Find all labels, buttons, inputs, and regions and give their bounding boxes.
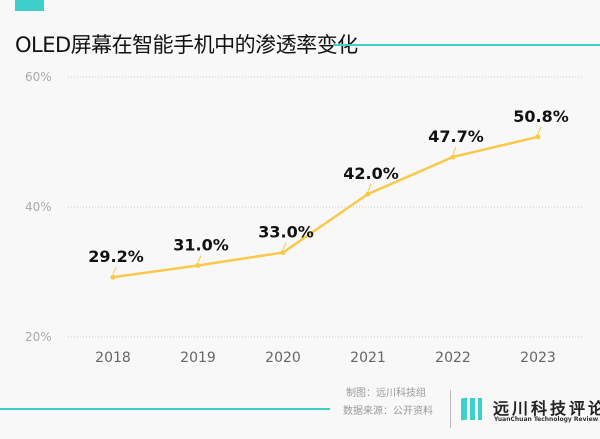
y-tick-label: 20% <box>25 330 52 344</box>
label-leader <box>367 183 372 192</box>
label-leader <box>112 267 117 275</box>
data-label: 33.0% <box>258 223 314 242</box>
footer-source: 数据来源：公开资料 <box>343 406 433 417</box>
data-label: 29.2% <box>88 247 144 266</box>
footer-divider <box>450 390 451 428</box>
data-point <box>535 134 541 140</box>
series-line <box>112 135 539 279</box>
data-point <box>365 191 371 197</box>
data-label: 47.7% <box>428 127 484 146</box>
x-tick-label: 2019 <box>180 350 216 366</box>
x-tick-label: 2022 <box>435 350 471 366</box>
x-tick-label: 2018 <box>95 350 131 366</box>
label-leader <box>452 146 457 155</box>
data-point <box>110 274 116 280</box>
label-leader <box>282 242 287 250</box>
data-label: 31.0% <box>173 236 229 255</box>
data-point <box>195 263 201 268</box>
data-label: 42.0% <box>343 164 399 183</box>
brand-name: 远川科技评论 <box>493 399 600 418</box>
line-chart: 20% 40% 60% 2018 2019 2020 2021 2022 2023 29.2% 31… <box>25 70 583 366</box>
title-rule <box>333 44 600 46</box>
footer-credit: 制图：远川科技组 <box>346 388 426 399</box>
data-point <box>280 250 286 255</box>
footer-rule <box>0 408 330 410</box>
y-tick-label: 40% <box>25 200 52 214</box>
x-tick-label: 2021 <box>350 350 386 366</box>
label-leader <box>537 126 542 134</box>
data-point <box>450 154 456 160</box>
chart-title: OLED屏幕在智能手机中的渗透率变化 <box>15 33 358 57</box>
x-tick-label: 2023 <box>520 350 556 366</box>
accent-block <box>15 0 44 11</box>
brand-name-en: YuanChuan Technology Review <box>494 416 599 423</box>
data-label: 50.8% <box>513 107 569 126</box>
label-leader <box>197 255 202 263</box>
x-tick-label: 2020 <box>265 350 301 366</box>
y-tick-label: 60% <box>25 70 52 84</box>
